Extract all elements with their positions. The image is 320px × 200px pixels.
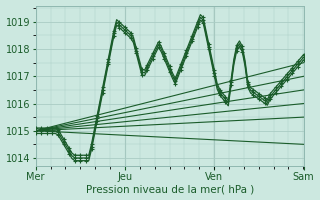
X-axis label: Pression niveau de la mer( hPa ): Pression niveau de la mer( hPa )	[85, 184, 254, 194]
